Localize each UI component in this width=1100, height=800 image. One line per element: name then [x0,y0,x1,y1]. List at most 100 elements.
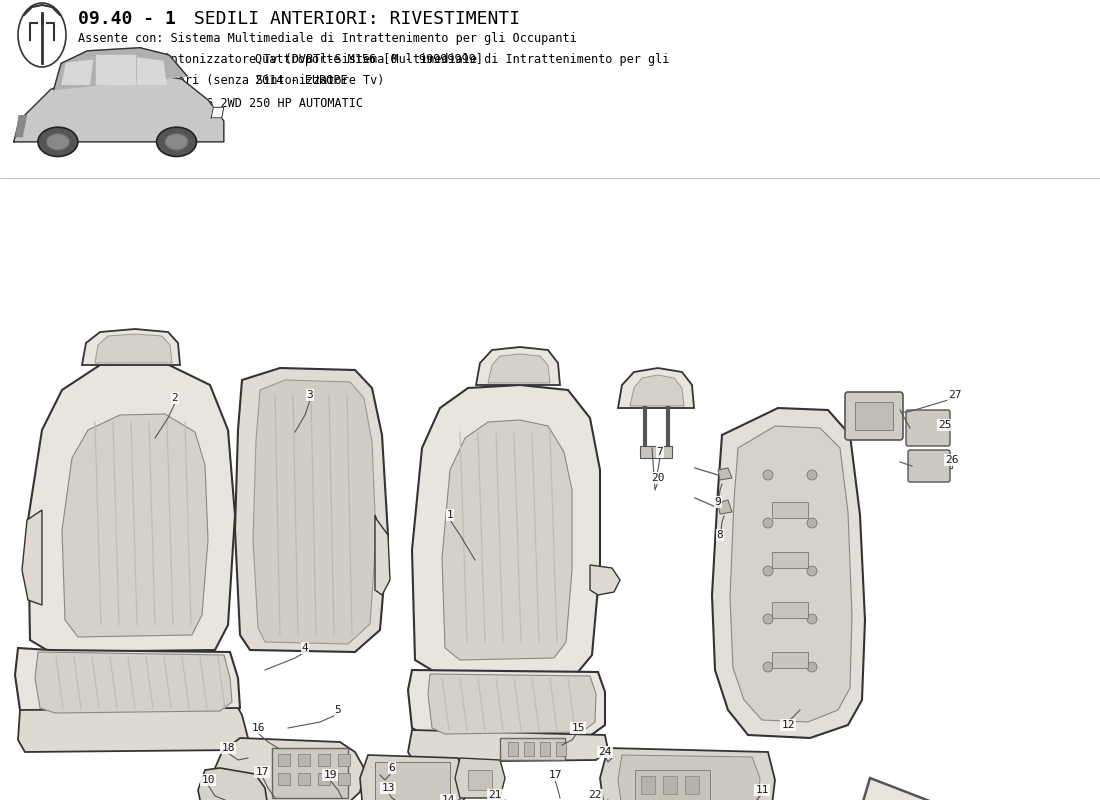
Polygon shape [524,742,534,756]
Circle shape [807,614,817,624]
Text: 9: 9 [715,497,722,507]
Polygon shape [488,354,550,383]
Text: 16: 16 [251,723,265,733]
Polygon shape [198,768,268,800]
Polygon shape [476,347,560,385]
Polygon shape [718,500,732,514]
Polygon shape [318,754,330,766]
Text: 10: 10 [201,775,214,785]
Polygon shape [35,652,232,713]
Text: 24: 24 [598,747,612,757]
Circle shape [807,470,817,480]
Polygon shape [508,742,518,756]
Polygon shape [212,738,365,800]
Text: 2014 - EUROPE: 2014 - EUROPE [255,74,348,87]
Ellipse shape [156,127,197,157]
Text: 17: 17 [548,770,562,780]
Polygon shape [500,738,565,760]
Polygon shape [375,515,390,595]
Polygon shape [468,770,492,790]
Text: 15: 15 [571,723,585,733]
Polygon shape [408,730,608,762]
Polygon shape [298,754,310,766]
Polygon shape [455,758,505,798]
Polygon shape [138,58,166,84]
Polygon shape [62,60,92,84]
Polygon shape [618,368,694,408]
Text: 19: 19 [323,770,337,780]
Polygon shape [235,368,388,652]
Text: 13: 13 [382,783,395,793]
Circle shape [763,518,773,528]
Text: 22: 22 [588,790,602,800]
Text: 18: 18 [221,743,234,753]
Text: 5: 5 [334,705,341,715]
Text: 14: 14 [441,795,454,800]
Polygon shape [15,648,240,720]
Polygon shape [772,502,808,518]
FancyBboxPatch shape [908,450,950,482]
Polygon shape [641,776,654,794]
Circle shape [763,662,773,672]
Polygon shape [600,748,775,800]
Polygon shape [272,748,348,798]
Polygon shape [360,755,465,800]
Polygon shape [211,107,223,118]
Polygon shape [408,670,605,738]
Polygon shape [663,776,676,794]
Text: 4: 4 [301,643,308,653]
Polygon shape [540,742,550,756]
Polygon shape [685,776,698,794]
FancyBboxPatch shape [906,410,950,446]
Text: Posteriori+Sintonizzatore Tv (DVBTl-Sistema Multimediale di Intrattenimento per : Posteriori+Sintonizzatore Tv (DVBTl-Sist… [78,53,670,66]
Ellipse shape [37,127,78,157]
Polygon shape [772,652,808,668]
Polygon shape [712,408,865,738]
Text: SEDILI ANTERIORI: RIVESTIMENTI: SEDILI ANTERIORI: RIVESTIMENTI [183,10,520,28]
Polygon shape [412,385,600,672]
Polygon shape [96,55,134,84]
Text: Assente con: Sistema Multimediale di Intrattenimento per gli Occupanti: Assente con: Sistema Multimediale di Int… [78,32,576,45]
Circle shape [807,566,817,576]
Polygon shape [556,742,566,756]
Text: 21: 21 [488,790,502,800]
Polygon shape [318,773,330,785]
Polygon shape [618,755,760,800]
Text: 27: 27 [948,390,961,400]
Text: 7: 7 [657,447,663,457]
Text: 11: 11 [756,785,769,795]
Polygon shape [278,773,290,785]
Polygon shape [772,552,808,568]
Text: ti Posteriori (senza Sintonizzatore Tv): ti Posteriori (senza Sintonizzatore Tv) [78,74,384,87]
Polygon shape [15,116,26,137]
Polygon shape [338,754,350,766]
Polygon shape [54,48,187,90]
Polygon shape [635,770,710,800]
Ellipse shape [46,134,69,150]
Text: 09.40 - 1: 09.40 - 1 [78,10,176,28]
Text: 3.0 TDS V6 2WD 250 HP AUTOMATIC: 3.0 TDS V6 2WD 250 HP AUTOMATIC [78,97,363,110]
Polygon shape [428,674,596,734]
Circle shape [763,566,773,576]
Circle shape [763,614,773,624]
Polygon shape [718,468,732,480]
Text: 8: 8 [716,530,724,540]
Polygon shape [862,778,988,800]
Polygon shape [28,363,235,652]
Circle shape [807,518,817,528]
Polygon shape [855,402,893,430]
Text: Quattroporte M156 [0 - 99999999]: Quattroporte M156 [0 - 99999999] [255,53,483,66]
Polygon shape [630,375,684,406]
Text: 26: 26 [945,455,959,465]
Text: 3: 3 [307,390,314,400]
Polygon shape [82,329,180,365]
Polygon shape [95,334,172,363]
Circle shape [763,470,773,480]
Text: 6: 6 [388,763,395,773]
Polygon shape [278,754,290,766]
Polygon shape [442,420,572,660]
Polygon shape [62,414,208,637]
Text: 20: 20 [651,473,664,483]
Text: 2: 2 [172,393,178,403]
Polygon shape [14,74,223,142]
